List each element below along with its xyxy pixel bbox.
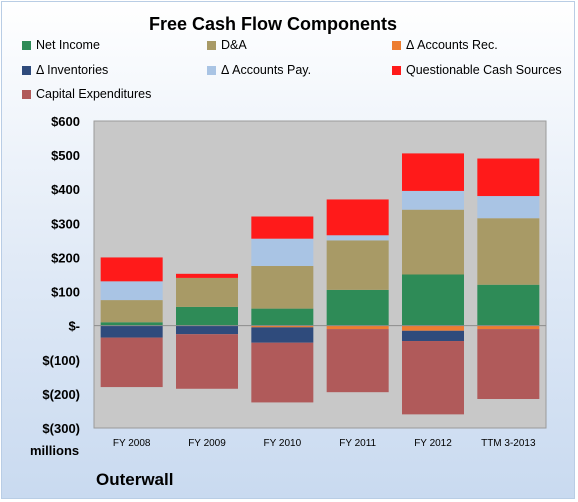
y-tick-label: $300 (51, 216, 80, 231)
bar-segment (176, 325, 238, 335)
bar-segment (176, 273, 238, 278)
legend-item-inventories: Δ Inventories (22, 63, 108, 77)
y-tick-label: $200 (51, 250, 80, 265)
bar-segment (326, 329, 389, 393)
units-label: millions (30, 443, 80, 458)
bar-segment (326, 240, 389, 290)
bar-segment (326, 289, 389, 326)
y-tick-label: $400 (51, 182, 80, 197)
y-tick-label: $(200) (42, 387, 80, 402)
legend-swatch (392, 40, 401, 50)
bar-segment (402, 153, 464, 191)
bar-segment (100, 281, 163, 301)
legend: Net Income D&A Δ Accounts Rec. Δ Invento… (0, 0, 578, 110)
bar-segment (251, 216, 314, 239)
legend-swatch (22, 40, 31, 50)
legend-swatch (22, 89, 31, 99)
legend-swatch (22, 65, 31, 75)
bar-segment (176, 334, 238, 389)
bar-segment (402, 274, 464, 326)
legend-label: Δ Inventories (36, 63, 109, 77)
legend-label: D&A (221, 38, 247, 52)
legend-item-accounts-pay: Δ Accounts Pay. (207, 63, 311, 77)
y-tick-label: $100 (51, 285, 80, 300)
chart-title: Free Cash Flow Components (148, 14, 398, 34)
bar-segment (402, 209, 464, 275)
x-tick-label: FY 2012 (414, 438, 452, 449)
bar-segment (326, 199, 389, 236)
legend-item-net-income: Net Income (22, 38, 100, 52)
bar-segment (477, 325, 540, 330)
bar-segment (251, 265, 314, 309)
company-name: Outerwall (96, 470, 174, 489)
x-tick-label: FY 2008 (113, 438, 151, 449)
bar-segment (100, 337, 163, 388)
bar-segment (477, 196, 540, 219)
x-tick-label: FY 2009 (188, 438, 226, 449)
legend-swatch (207, 40, 216, 50)
bar-segment (100, 322, 163, 326)
bar-segment (402, 330, 464, 342)
bar-segment (402, 341, 464, 415)
bar-segment (251, 238, 314, 266)
bar-segment (100, 325, 163, 338)
bar-segment (100, 257, 163, 282)
legend-item-capex: Capital Expenditures (22, 87, 151, 101)
x-tick-label: FY 2011 (339, 438, 376, 449)
bar-segment (477, 218, 540, 285)
y-tick-label: $600 (51, 114, 80, 129)
plot-area (93, 120, 547, 429)
legend-label: Δ Accounts Pay. (221, 63, 312, 77)
y-tick-label: $- (68, 319, 80, 334)
bar-segment (251, 308, 314, 326)
legend-item-accounts-rec: Δ Accounts Rec. (392, 38, 498, 52)
legend-label: Δ Accounts Rec. (406, 38, 498, 52)
bar-segment (402, 325, 464, 331)
bar-segment (251, 342, 314, 403)
bar-segment (326, 325, 389, 330)
bar-segment (100, 300, 163, 323)
legend-swatch (392, 65, 401, 75)
bar-segment (477, 284, 540, 326)
y-tick-label: $(300) (42, 421, 80, 436)
bar-segment (176, 306, 238, 326)
y-tick-label: $500 (51, 148, 80, 163)
bar-segment (251, 327, 314, 343)
bar-segment (176, 277, 238, 307)
legend-label: Capital Expenditures (36, 87, 152, 101)
legend-swatch (207, 65, 216, 75)
legend-label: Questionable Cash Sources (406, 63, 562, 77)
bar-segment (251, 325, 314, 328)
y-tick-label: $(100) (42, 353, 80, 368)
legend-label: Net Income (36, 38, 100, 52)
legend-item-questionable-cash: Questionable Cash Sources (392, 63, 562, 77)
x-tick-label: FY 2010 (264, 438, 302, 449)
legend-item-d-and-a: D&A (207, 38, 247, 52)
bar-segment (477, 158, 540, 197)
bar-segment (402, 190, 464, 210)
bar-segment (326, 235, 389, 241)
bar-segment (477, 329, 540, 400)
x-tick-label: TTM 3-2013 (481, 438, 536, 449)
